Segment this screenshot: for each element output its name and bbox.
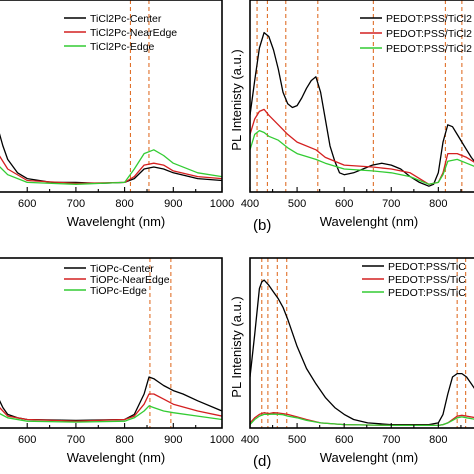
x-axis-label: Wavelenght (nm) — [320, 214, 419, 229]
plot-frame — [249, 257, 474, 429]
series-line-0 — [250, 279, 474, 426]
series-line-2 — [250, 413, 474, 427]
x-tick-label: 1000 — [210, 198, 234, 210]
series-line-2 — [0, 405, 222, 423]
series-line-1 — [250, 108, 474, 185]
plot-frame — [0, 257, 223, 429]
series-line-0 — [0, 133, 222, 185]
x-tick-label: 800 — [429, 198, 447, 210]
legend-entry: PEDOT:PSS/TiC — [388, 287, 466, 299]
x-tick-label: 800 — [429, 434, 447, 446]
x-tick-label: 700 — [67, 198, 85, 210]
x-tick-label: 900 — [164, 198, 182, 210]
chart-panel-3: 400 500 600 700 800 Wavelenght (nm) PL Intenis… — [229, 257, 474, 470]
legend-entry: PEDOT:PSS/TiCl2 — [386, 13, 472, 25]
x-tick-label: 600 — [335, 434, 353, 446]
chart-panel-2: 600 700 800 900 1000 Wavelenght (nm) TiOPc-Cen… — [0, 257, 234, 465]
chart-panel-0: 600 700 800 900 1000 Wavelenght (nm) TiCl2Pc-C… — [0, 0, 234, 229]
series-line-2 — [250, 129, 474, 185]
legend-entry: TiCl2Pc-Edge — [90, 41, 155, 53]
legend-entry: PEDOT:PSS/TiC — [388, 261, 466, 273]
x-tick-label: 700 — [67, 434, 85, 446]
x-tick-label: 600 — [18, 434, 36, 446]
x-axis-label: Wavelenght (nm) — [67, 214, 166, 229]
series-line-1 — [0, 393, 222, 422]
x-tick-label: 400 — [241, 198, 259, 210]
x-axis-label: Wavelenght (nm) — [320, 450, 419, 465]
plot-frame — [249, 0, 474, 193]
chart-panel-1: 400 500 600 700 800 Wavelenght (nm) PL Intenis… — [229, 0, 474, 234]
legend-entry: TiOPc-NearEdge — [90, 274, 170, 286]
x-tick-label: 900 — [164, 434, 182, 446]
x-tick-label: 700 — [382, 198, 400, 210]
x-tick-label: 1000 — [210, 434, 234, 446]
legend-entry: PEDOT:PSS/TiC — [388, 274, 466, 286]
series-line-0 — [0, 376, 222, 422]
legend-entry: TiOPc-Edge — [90, 285, 147, 297]
x-tick-label: 500 — [288, 434, 306, 446]
x-tick-label: 400 — [241, 434, 259, 446]
series-line-1 — [0, 155, 222, 185]
x-axis-label: Wavelenght (nm) — [67, 450, 166, 465]
plot-frame — [0, 0, 223, 193]
x-tick-label: 800 — [115, 198, 133, 210]
series-line-2 — [0, 149, 222, 185]
y-axis-label: PL Intenisty (a.u.) — [229, 49, 244, 150]
x-tick-label: 600 — [335, 198, 353, 210]
x-tick-label: 600 — [18, 198, 36, 210]
x-tick-label: 700 — [382, 434, 400, 446]
legend-entry: TiOPc-Center — [90, 263, 154, 275]
legend-entry: TiCl2Pc-NearEdge — [90, 27, 177, 39]
x-tick-label: 800 — [115, 434, 133, 446]
y-axis-label: PL Intenisty (a.u.) — [229, 296, 244, 397]
series-line-0 — [250, 31, 474, 187]
panel-label: (d) — [253, 453, 271, 470]
legend-entry: TiCl2Pc-Center — [90, 13, 162, 25]
legend-entry: PEDOT:PSS/TiCl2 — [386, 43, 472, 55]
panel-label: (b) — [253, 217, 271, 234]
x-tick-label: 500 — [288, 198, 306, 210]
legend-entry: PEDOT:PSS/TiCl2 — [386, 28, 472, 40]
